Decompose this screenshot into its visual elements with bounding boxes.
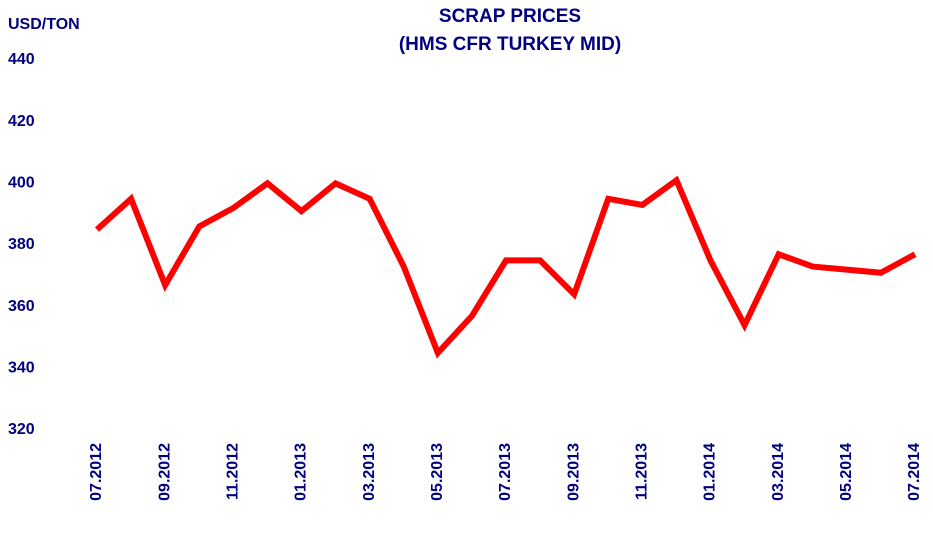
x-tick-label: 11.2013 xyxy=(634,443,651,500)
x-tick-label: 11.2012 xyxy=(225,443,242,500)
x-tick-label: 07.2013 xyxy=(497,443,514,501)
y-tick-label: 360 xyxy=(8,298,35,315)
y-tick-label: 420 xyxy=(8,113,35,130)
x-tick-label: 03.2014 xyxy=(770,443,787,501)
chart-subtitle: (HMS CFR TURKEY MID) xyxy=(399,34,621,55)
y-tick-label: 320 xyxy=(8,421,35,438)
x-tick-label: 01.2013 xyxy=(293,443,310,501)
x-tick-label: 01.2014 xyxy=(702,443,719,501)
y-axis-label: USD/TON xyxy=(8,16,80,33)
y-tick-label: 400 xyxy=(8,175,35,192)
y-tick-label: 440 xyxy=(8,51,35,68)
data-line xyxy=(94,175,917,359)
y-tick-label: 340 xyxy=(8,360,35,377)
x-tick-label: 05.2014 xyxy=(838,443,855,501)
x-tick-label: 07.2012 xyxy=(88,443,105,501)
x-tick-label: 03.2013 xyxy=(361,443,378,501)
x-tick-label: 09.2012 xyxy=(156,443,173,501)
chart-title: SCRAP PRICES xyxy=(439,6,581,27)
x-tick-label: 05.2013 xyxy=(429,443,446,501)
x-tick-label: 07.2014 xyxy=(906,443,923,501)
y-tick-label: 380 xyxy=(8,236,35,253)
x-tick-label: 09.2013 xyxy=(565,443,582,501)
